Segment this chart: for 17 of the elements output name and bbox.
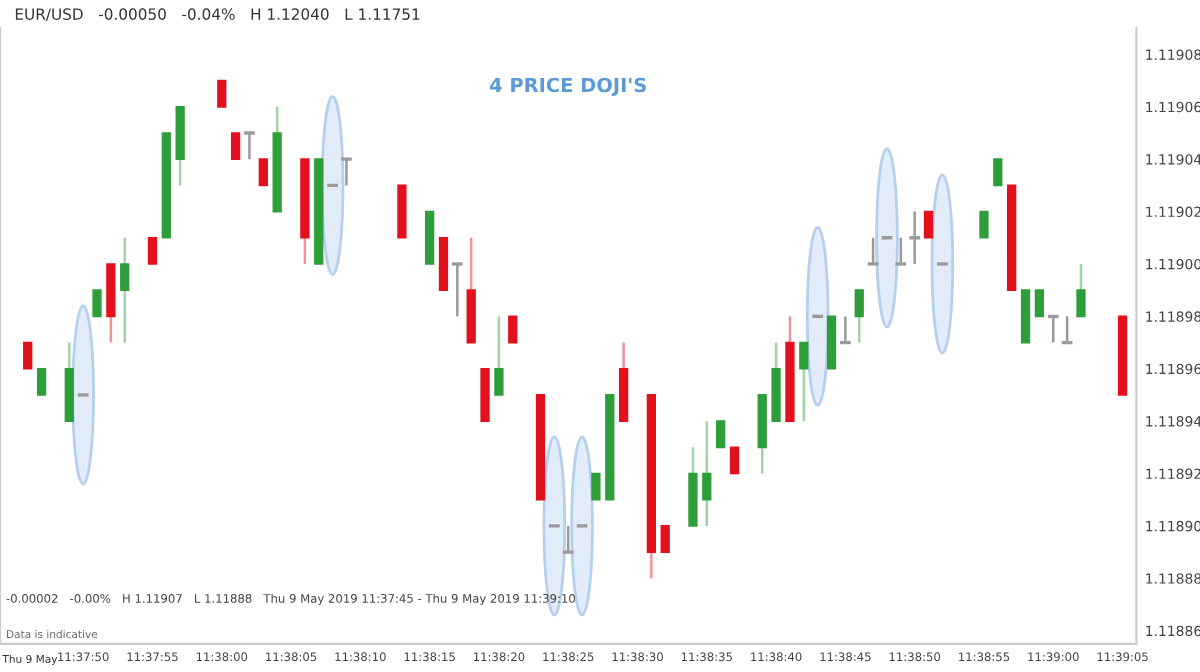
candlestick <box>36 367 47 396</box>
candlestick <box>230 132 241 161</box>
candlestick <box>1034 289 1045 318</box>
candlestick <box>923 210 934 239</box>
candlestick <box>92 289 102 318</box>
candlestick <box>660 525 670 553</box>
candlestick <box>508 315 518 344</box>
candlestick <box>979 210 989 239</box>
candlestick <box>715 420 726 449</box>
candlestick <box>729 446 740 475</box>
candlestick <box>217 79 227 108</box>
candlestick <box>993 158 1003 187</box>
candlestick <box>147 236 158 265</box>
candlestick <box>591 472 601 501</box>
text: 4 PRICE DOJI'S <box>489 77 646 96</box>
candlestick <box>258 158 268 187</box>
candlestick <box>23 341 33 370</box>
